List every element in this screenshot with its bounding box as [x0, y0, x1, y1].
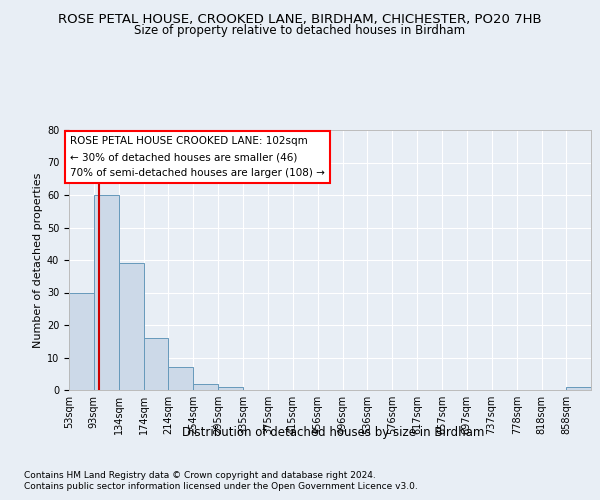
Bar	[144, 338, 169, 390]
Y-axis label: Number of detached properties: Number of detached properties	[33, 172, 43, 348]
Text: ROSE PETAL HOUSE, CROOKED LANE, BIRDHAM, CHICHESTER, PO20 7HB: ROSE PETAL HOUSE, CROOKED LANE, BIRDHAM,…	[58, 12, 542, 26]
Bar	[169, 367, 193, 390]
Bar	[218, 387, 243, 390]
Text: Distribution of detached houses by size in Birdham: Distribution of detached houses by size …	[182, 426, 484, 439]
Bar	[193, 384, 218, 390]
Bar	[566, 387, 591, 390]
Text: ROSE PETAL HOUSE CROOKED LANE: 102sqm
← 30% of detached houses are smaller (46)
: ROSE PETAL HOUSE CROOKED LANE: 102sqm ← …	[70, 136, 325, 177]
Bar	[94, 195, 119, 390]
Text: Contains HM Land Registry data © Crown copyright and database right 2024.: Contains HM Land Registry data © Crown c…	[24, 472, 376, 480]
Bar	[69, 292, 94, 390]
Bar	[119, 263, 144, 390]
Text: Contains public sector information licensed under the Open Government Licence v3: Contains public sector information licen…	[24, 482, 418, 491]
Text: Size of property relative to detached houses in Birdham: Size of property relative to detached ho…	[134, 24, 466, 37]
